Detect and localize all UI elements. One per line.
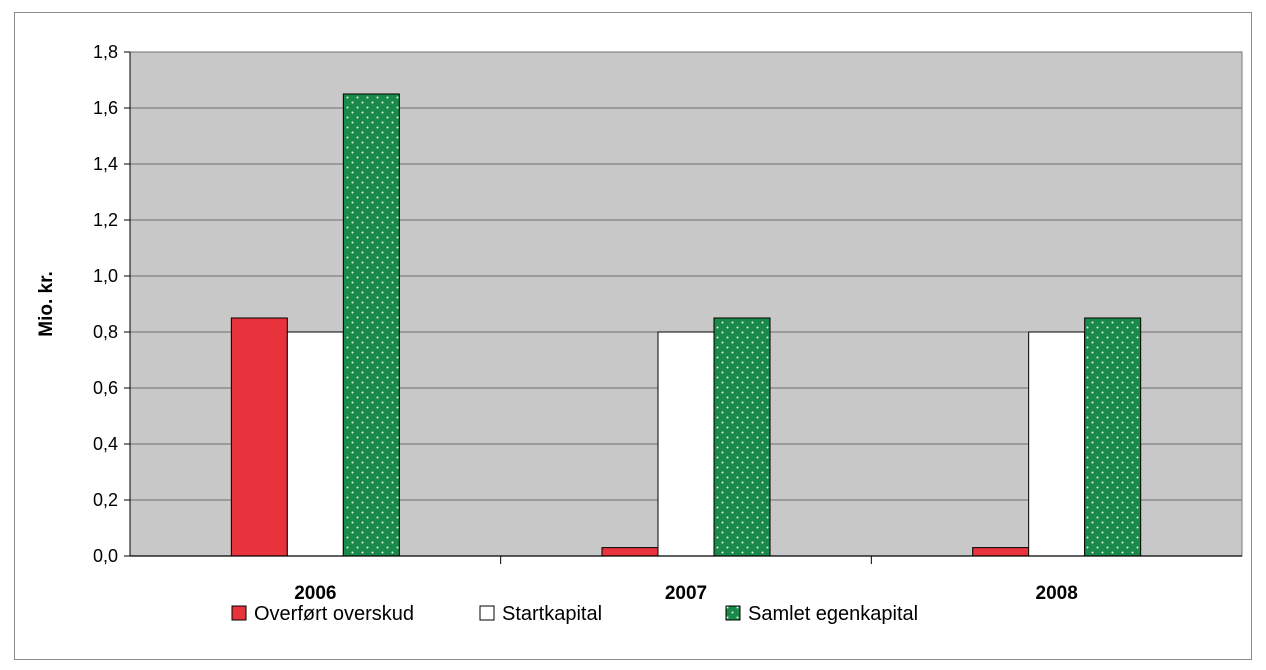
legend-label: Startkapital	[502, 603, 602, 625]
bar-2006-2	[286, 331, 344, 557]
y-tick-label: 1,0	[93, 266, 118, 286]
bars	[230, 93, 1142, 557]
y-tick-labels: 0,0 0,2 0,4 0,6 0,8 1,0 1,2 1,4 1,6 1,8	[93, 42, 130, 566]
x-tick-labels: 2006 2007 2008	[294, 556, 1078, 604]
x-tick-label: 2007	[665, 583, 707, 604]
y-tick-label: 1,6	[93, 98, 118, 118]
y-tick-label: 1,4	[93, 154, 118, 174]
legend-swatch	[231, 605, 247, 621]
y-tick-label: 0,2	[93, 490, 118, 510]
bar-2007-3	[713, 317, 771, 557]
y-tick-label: 1,2	[93, 210, 118, 230]
x-tick-label: 2006	[294, 583, 336, 604]
bar-2008-2	[1028, 331, 1086, 557]
bar-2006-1	[230, 317, 288, 557]
y-axis-title: Mio. kr.	[36, 271, 57, 336]
bar-2006-3	[342, 93, 400, 557]
legend-label: Overført overskud	[254, 603, 414, 625]
axes	[129, 52, 1242, 557]
bar-2008-3	[1084, 317, 1142, 557]
legend-swatch	[725, 605, 741, 621]
y-tick-label: 0,6	[93, 378, 118, 398]
x-tick-label: 2008	[1036, 583, 1078, 604]
legend-swatch	[479, 605, 495, 621]
bar-2007-2	[657, 331, 715, 557]
y-tick-label: 0,8	[93, 322, 118, 342]
bar-2007-1	[601, 547, 659, 557]
y-tick-label: 0,4	[93, 434, 118, 454]
legend-label: Samlet egenkapital	[748, 603, 918, 625]
legend: Overført overskud Startkapital Samlet egen…	[231, 603, 918, 625]
y-tick-label: 0,0	[93, 546, 118, 566]
bar-2008-1	[972, 547, 1030, 557]
y-tick-label: 1,8	[93, 42, 118, 62]
